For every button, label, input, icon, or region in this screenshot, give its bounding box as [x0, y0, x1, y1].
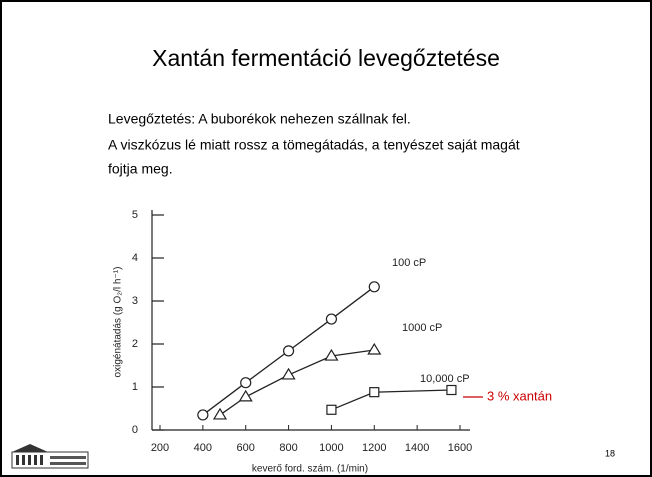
y-tick-label: 3 [132, 295, 138, 307]
marker [240, 377, 252, 389]
legend-label: 1000 cP [402, 322, 442, 334]
x-tick-label: 1200 [362, 442, 386, 454]
y-tick-label: 4 [132, 252, 138, 264]
x-tick-label: 1600 [448, 442, 472, 454]
marker [326, 404, 337, 415]
y-tick-label: 0 [132, 424, 138, 436]
page-number: 18 [605, 448, 615, 458]
marker [446, 384, 457, 396]
y-tick-label: 2 [132, 338, 138, 350]
x-axis-label: keverő ford. szám. (1/min) [252, 464, 368, 475]
x-tick-label: 600 [237, 442, 255, 454]
marker [367, 342, 382, 355]
legend-label: 100 cP [392, 257, 426, 269]
body-line: Levegőztetés: A buborékok nehezen szálln… [108, 111, 411, 127]
x-tick-label: 1400 [405, 442, 429, 454]
annotation: 3 % xantán [487, 388, 552, 403]
x-tick-label: 400 [194, 442, 212, 454]
marker [325, 313, 338, 325]
x-tick-label: 1000 [319, 442, 343, 454]
y-tick-label: 5 [132, 209, 138, 221]
marker [197, 409, 209, 421]
marker [324, 348, 339, 361]
slide-title: Xantán fermentáció levegőztetése [152, 45, 500, 71]
body-line: fojtja meg. [108, 161, 173, 177]
marker [368, 281, 380, 293]
y-axis-label: oxigénátadás (g O₂/l h⁻¹) [113, 267, 124, 378]
marker [212, 407, 228, 420]
marker [369, 387, 380, 398]
marker [282, 345, 295, 357]
y-tick-label: 1 [132, 381, 138, 393]
x-tick-label: 200 [151, 442, 169, 454]
marker [238, 389, 253, 402]
marker [281, 367, 296, 380]
legend-label: 10,000 cP [420, 373, 470, 385]
body-line: A viszkózus lé miatt rossz a tömegátadás… [108, 137, 520, 153]
logo [11, 444, 89, 469]
x-tick-label: 800 [279, 442, 297, 454]
